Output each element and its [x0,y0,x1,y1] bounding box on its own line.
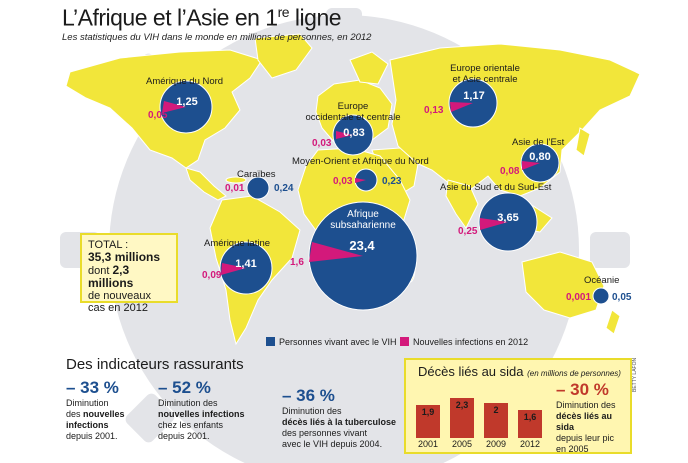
value-latin-america-new: 0,09 [202,270,222,281]
slice-europe-east [450,102,473,112]
value-europe-west-new: 0,03 [312,138,332,149]
value-north-america-living: 1,25 [176,96,198,108]
deaths-bar-2012 [518,410,542,438]
indicator-3: – 36 % Diminution des décès liés à la tu… [282,386,402,450]
deaths-title: Décès liés au sida (en millions de perso… [418,364,621,379]
bubble-caribbean [246,176,270,200]
deaths-bar-year-2012: 2012 [519,439,541,449]
slice-subsaharan-africa [309,242,363,262]
value-latin-america-living: 1,41 [235,258,257,270]
label-caribbean: Caraïbes [237,169,276,180]
indicator-1-text: Diminution des nouvelles infections depu… [66,398,125,441]
page-title: L’Afrique et l’Asie en 1re ligne [62,4,342,31]
deaths-pct: – 30 % [556,380,609,399]
indicator-3-pct: – 36 % [282,386,335,405]
deaths-box [404,358,632,454]
slice-middle-east [355,178,366,183]
indicator-1: – 33 % Diminution des nouvelles infectio… [66,378,156,442]
value-europe-west-living: 0,83 [343,127,365,139]
value-europe-east-new: 0,13 [424,105,444,116]
label-latin-america: Amérique latine [204,238,271,249]
deaths-chart: 1,9 2001 2,3 2005 2 2009 1,6 2012 [412,380,552,450]
central-america-land [185,167,227,201]
total-line5: cas en 2012 [88,302,148,314]
legend-new-swatch [400,337,409,347]
slice-east-asia [522,161,540,170]
deaths-bar-value-2012: 1,6 [523,412,537,422]
label-subsaharan-1: Afrique [347,209,379,220]
label-east-asia: Asie de l’Est [512,137,565,148]
value-oceania-living: 0,05 [612,292,632,303]
deaths-bar-2005 [450,398,474,438]
label-oceania: Océanie [584,275,620,286]
value-south-asia-new: 0,25 [458,226,478,237]
label-subsaharan-2: subsaharienne [330,220,396,231]
value-south-asia-living: 3,65 [497,212,519,224]
deaths-text: Diminution des décès liés au sida depuis… [556,400,616,454]
greenland-land [254,33,313,79]
caribbean-islands-land [225,176,247,184]
value-subsaharan-new: 1,6 [290,257,304,268]
slice-latin-america [221,263,246,275]
indicator-2-text: Diminution des nouvelles infections chez… [158,398,245,441]
label-europe-east-2: et Asie centrale [452,74,518,85]
bubble-oceania [592,287,610,305]
new-zealand-land [605,309,621,335]
deaths-bar-year-2009: 2009 [485,439,507,449]
value-europe-east-living: 1,17 [463,90,485,102]
value-middle-east-living: 0,23 [382,176,402,187]
indicator-1-pct: – 33 % [66,378,119,397]
deaths-bar-value-2009: 2 [493,405,499,415]
total-box: TOTAL : 35,3 millions dont 2,3 millions … [80,233,178,314]
credit: BETTY LAFON [632,357,638,392]
label-europe-west: occidentale et centrale [305,112,401,123]
indicators-title: Des indicateurs rassurants [66,356,244,373]
label-north-america: Amérique du Nord [146,76,224,87]
australia-land [521,251,605,319]
deaths-indicator: – 30 % Diminution des décès liés au sida… [556,380,632,455]
value-east-asia-new: 0,08 [500,166,520,177]
value-middle-east-new: 0,03 [333,176,353,187]
value-caribbean-living: 0,24 [274,183,294,194]
deaths-bar-value-2001: 1,9 [421,407,435,417]
deaths-bar-year-2001: 2001 [417,439,439,449]
legend-living: Personnes vivant avec le VIH [266,333,397,351]
slice-north-america [162,101,186,113]
japan-land [575,127,591,157]
value-subsaharan-living: 23,4 [349,238,375,253]
page-subtitle: Les statistiques du VIH dans le monde en… [62,32,372,43]
slice-south-asia [480,218,508,230]
total-new: dont 2,3 millions [88,263,134,290]
slice-europe-west [336,131,353,139]
deaths-bar-year-2005: 2005 [451,439,473,449]
value-oceania-new: 0,001 [566,292,592,303]
value-east-asia-living: 0,80 [529,151,551,163]
total-value: 35,3 millions [88,250,161,264]
legend-new: Nouvelles infections en 2012 [400,333,528,351]
indicator-2-pct: – 52 % [158,378,211,397]
indicator-3-text: Diminution des décès liés à la tuberculo… [282,406,397,449]
legend-living-swatch [266,337,275,347]
deaths-bar-value-2005: 2,3 [455,400,469,410]
deaths-bar-2001 [416,405,440,438]
indicator-2: – 52 % Diminution des nouvelles infectio… [158,378,268,442]
deaths-bar-2009 [484,403,508,438]
value-north-america-new: 0,05 [148,110,168,121]
label-middle-east: Moyen-Orient et Afrique du Nord [292,156,429,167]
label-europe-east-1: Europe orientale [450,63,520,74]
scandinavia-land [349,51,389,85]
total-line4: de nouveaux [88,290,151,302]
label-south-asia: Asie du Sud et du Sud-Est [440,182,552,193]
value-caribbean-new: 0,01 [225,183,245,194]
india-land [445,179,479,229]
total-label: TOTAL : [88,239,129,251]
label-europe-west-1: Europe [337,101,369,112]
